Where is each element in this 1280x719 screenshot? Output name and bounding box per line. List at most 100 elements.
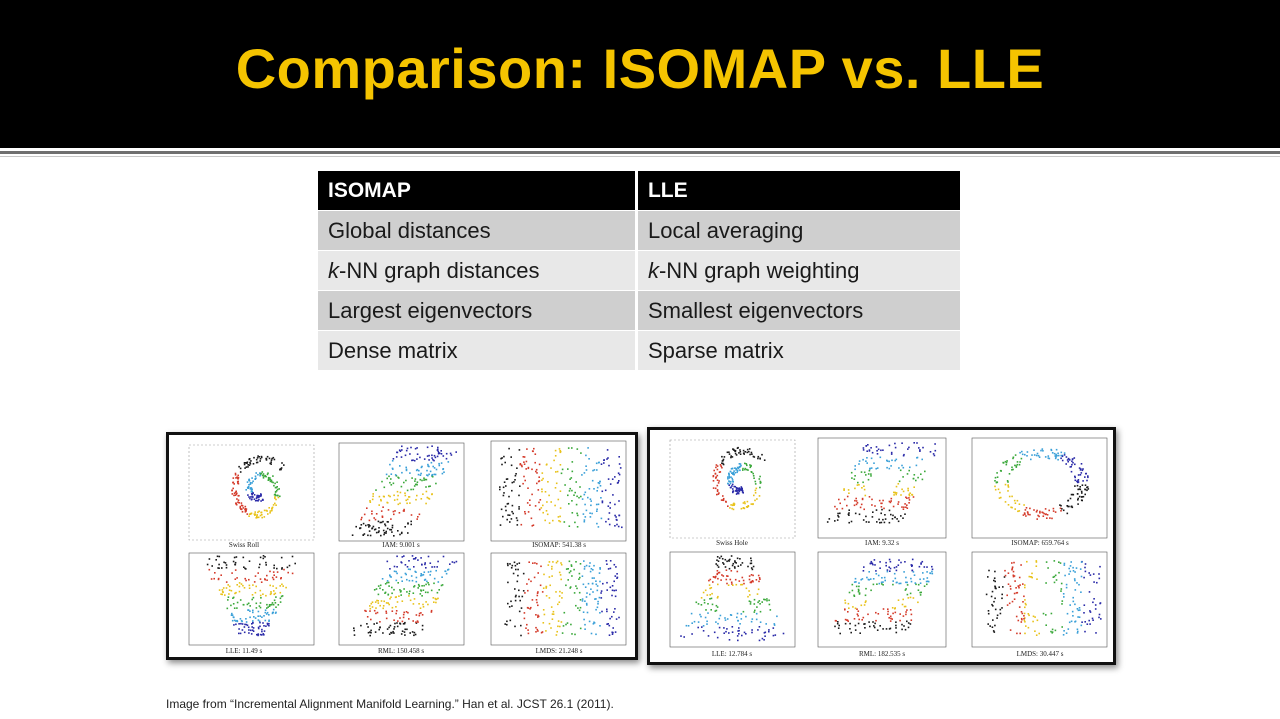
scatter-point xyxy=(1035,565,1038,567)
scatter-point xyxy=(381,515,384,518)
scatter-point xyxy=(513,561,516,564)
scatter-point xyxy=(270,591,272,593)
scatter-point xyxy=(725,578,728,581)
scatter-point xyxy=(235,477,237,479)
scatter-point xyxy=(1011,567,1014,570)
scatter-point xyxy=(920,562,922,564)
scatter-point xyxy=(1009,629,1012,631)
scatter-point xyxy=(444,570,447,573)
scatter-point xyxy=(1063,630,1065,632)
scatter-point xyxy=(428,473,430,476)
scatter-point xyxy=(555,561,558,564)
scatter-point xyxy=(1018,503,1021,505)
scatter-point xyxy=(876,453,879,455)
scatter-point xyxy=(242,584,244,587)
scatter-point xyxy=(863,623,865,625)
scatter-point xyxy=(917,583,920,586)
scatter-point xyxy=(239,467,242,470)
scatter-point xyxy=(855,503,858,506)
scatter-point xyxy=(269,570,271,573)
scatter-point xyxy=(618,616,620,619)
scatter-point xyxy=(387,509,390,511)
scatter-point xyxy=(236,577,238,579)
scatter-point xyxy=(527,589,529,592)
scatter-point xyxy=(399,502,401,505)
scatter-point xyxy=(993,631,996,633)
scatter-point xyxy=(566,622,569,624)
scatter-point xyxy=(261,616,263,618)
scatter-point xyxy=(382,589,384,591)
scatter-point xyxy=(560,562,562,564)
scatter-point xyxy=(1033,454,1036,456)
scatter-point xyxy=(437,450,439,453)
scatter-point xyxy=(550,501,552,503)
scatter-point xyxy=(430,589,433,592)
isomap-cell-text: -NN graph distances xyxy=(339,257,540,283)
scatter-point xyxy=(848,512,850,514)
scatter-point xyxy=(1074,463,1076,466)
scatter-point xyxy=(366,507,368,509)
scatter-point xyxy=(555,591,557,593)
scatter-point xyxy=(247,609,249,611)
scatter-point xyxy=(909,592,912,595)
scatter-point xyxy=(854,499,856,502)
table-header-row: ISOMAP LLE xyxy=(318,171,960,211)
scatter-point xyxy=(589,593,591,596)
scatter-point xyxy=(371,498,374,501)
scatter-point xyxy=(716,484,719,487)
scatter-point xyxy=(536,601,538,604)
scatter-point xyxy=(583,618,585,621)
scatter-point xyxy=(421,465,423,468)
scatter-point xyxy=(1008,473,1011,475)
scatter-point xyxy=(237,499,240,501)
scatter-point xyxy=(428,498,431,500)
scatter-point xyxy=(600,592,602,594)
scatter-point xyxy=(574,491,576,494)
scatter-point xyxy=(890,465,892,467)
scatter-point xyxy=(596,606,599,609)
scatter-point xyxy=(1027,626,1030,629)
scatter-point xyxy=(281,567,283,569)
scatter-point xyxy=(385,612,388,614)
scatter-point xyxy=(533,447,535,450)
scatter-point xyxy=(603,462,605,464)
scatter-point xyxy=(245,568,247,570)
scatter-point xyxy=(378,495,381,498)
scatter-point xyxy=(687,625,690,627)
header-lle: LLE xyxy=(634,171,960,211)
table-row: Global distances Local averaging xyxy=(318,210,960,251)
scatter-point xyxy=(992,630,995,632)
scatter-point xyxy=(1011,466,1013,469)
scatter-point xyxy=(218,563,220,566)
scatter-point xyxy=(370,602,373,605)
scatter-point xyxy=(520,464,523,467)
scatter-point xyxy=(876,629,879,631)
scatter-point xyxy=(882,608,885,610)
scatter-point xyxy=(870,562,872,565)
scatter-point xyxy=(1084,621,1086,623)
scatter-point xyxy=(584,600,586,602)
scatter-point xyxy=(378,504,380,506)
scatter-point xyxy=(759,486,761,489)
scatter-point xyxy=(274,592,277,595)
scatter-point xyxy=(269,584,271,587)
scatter-point xyxy=(556,560,559,563)
scatter-point xyxy=(836,519,839,521)
scatter-point xyxy=(247,464,249,466)
scatter-point xyxy=(931,572,934,575)
scatter-point xyxy=(581,474,583,476)
scatter-point xyxy=(616,577,618,579)
scatter-point xyxy=(432,465,434,468)
isomap-cell: Dense matrix xyxy=(318,330,637,370)
scatter-point xyxy=(715,464,718,466)
scatter-point xyxy=(752,455,755,458)
scatter-point xyxy=(890,497,893,500)
scatter-point xyxy=(740,507,743,510)
subplot-isomap xyxy=(971,437,1108,539)
scatter-point xyxy=(525,468,527,470)
scatter-point xyxy=(1023,595,1025,598)
scatter-point xyxy=(1009,585,1012,588)
scatter-point xyxy=(239,471,242,473)
scatter-point xyxy=(518,589,520,592)
scatter-point xyxy=(380,510,383,512)
